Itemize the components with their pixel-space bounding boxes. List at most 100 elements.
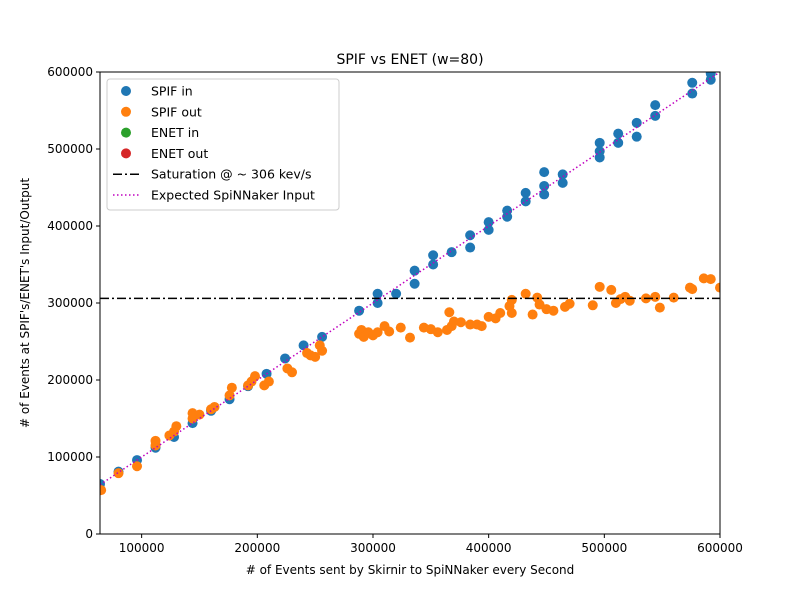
spif-in-point — [520, 196, 531, 207]
spif-in-point — [705, 72, 716, 79]
spif-out-point — [317, 345, 328, 356]
spif-out-point — [654, 302, 665, 313]
spif-out-point — [650, 291, 661, 302]
y-tick-label: 300000 — [47, 296, 93, 310]
spif-in-point — [613, 128, 624, 139]
spif-in-point — [631, 117, 642, 128]
spif-in-point — [539, 167, 550, 178]
x-axis-label: # of Events sent by Skirnir to SpiNNaker… — [246, 563, 575, 577]
spif-out-point — [432, 327, 443, 338]
spif-out-point — [476, 321, 487, 332]
spif-out-point — [310, 351, 321, 362]
spif-in-point — [428, 259, 439, 270]
y-tick-label: 400000 — [47, 219, 93, 233]
spif-in-point — [280, 353, 291, 364]
spif-out-point — [194, 409, 205, 420]
legend-marker-spif-in — [121, 86, 131, 96]
spif-out-point — [548, 305, 559, 316]
legend-marker-spif-out — [121, 106, 131, 117]
spif-out-point — [395, 322, 406, 333]
spif-out-point — [594, 281, 605, 292]
legend-item-saturation-306-kev-s: Saturation @ ~ 306 kev/s — [113, 167, 312, 182]
spif-in-point — [520, 187, 531, 198]
chart-title: SPIF vs ENET (w=80) — [336, 52, 483, 68]
spif-out-point — [150, 435, 161, 446]
spif-out-point — [687, 284, 698, 295]
spif-out-point — [506, 308, 517, 319]
x-tick-label: 400000 — [466, 541, 512, 555]
spif-in-point — [650, 110, 661, 121]
legend-item-expected-spinnaker-input: Expected SpiNNaker Input — [113, 188, 315, 203]
axis-layer: 100000 200000 300000 400000 500000 600000 0 100… — [47, 65, 743, 555]
spif-out-point — [209, 401, 220, 412]
spif-in-point — [465, 242, 476, 253]
spif-out-point — [224, 390, 235, 401]
x-tick-label: 600000 — [697, 541, 743, 555]
spif-out-point — [495, 308, 506, 319]
spif-out-point — [465, 319, 476, 330]
spif-in-point — [409, 265, 420, 276]
spif-out-point — [132, 461, 143, 472]
spif-out-point — [668, 292, 679, 303]
y-tick-label: 600000 — [47, 65, 93, 79]
data-layer — [100, 72, 720, 496]
spif-out-point — [506, 294, 517, 305]
spif-out-point — [384, 326, 395, 337]
legend-label-saturation-306-kev-s: Saturation @ ~ 306 kev/s — [151, 167, 312, 182]
legend-item-enet-in: ENET in — [121, 125, 199, 140]
y-tick-label: 100000 — [47, 450, 93, 464]
spif-out-point — [455, 317, 466, 328]
spif-in-point — [354, 305, 365, 316]
spif-out-point — [715, 282, 720, 293]
legend-item-spif-in: SPIF in — [121, 84, 193, 99]
spif-out-point — [624, 295, 635, 306]
y-axis-label: # of Events at SPIF's/ENET's Input/Outpu… — [18, 178, 32, 428]
legend-item-enet-out: ENET out — [121, 146, 208, 161]
spif-out-point — [113, 468, 124, 479]
legend: SPIF in SPIF out ENET in ENET out Saturation… — [106, 78, 340, 211]
spif-in-point — [539, 180, 550, 191]
x-tick-label: 200000 — [234, 541, 280, 555]
spif-in-point — [446, 247, 457, 258]
spif-in-point — [557, 177, 568, 188]
legend-label-spif-out: SPIF out — [151, 104, 202, 119]
spif-in-point — [650, 100, 661, 111]
legend-marker-enet-out — [121, 148, 131, 159]
spif-in-point — [298, 340, 309, 351]
y-tick-label: 200000 — [47, 373, 93, 387]
spif-in-point — [409, 278, 420, 289]
spif-out-point — [520, 288, 531, 299]
spif-out-point — [705, 274, 716, 285]
spif-in-point — [631, 131, 642, 142]
spif-out-point — [587, 300, 598, 311]
legend-label-expected-spinnaker-input: Expected SpiNNaker Input — [151, 188, 315, 203]
spif-out-point — [606, 284, 617, 295]
spif-in-point — [594, 137, 605, 148]
spif-in-point — [539, 189, 550, 200]
spif-in-point — [687, 77, 698, 88]
spif-out-point — [372, 327, 383, 338]
spif-in-point — [687, 88, 698, 99]
x-tick-label: 100000 — [119, 541, 165, 555]
spif-out-point — [100, 485, 107, 496]
spif-in-point — [372, 298, 383, 308]
spif-out-point — [527, 309, 538, 320]
spif-out-point — [171, 421, 182, 432]
spif-in-point — [465, 230, 476, 241]
legend-label-enet-in: ENET in — [151, 125, 199, 140]
legend-label-enet-out: ENET out — [151, 146, 208, 161]
legend-item-spif-out: SPIF out — [121, 104, 202, 119]
x-tick-label: 500000 — [581, 541, 627, 555]
legend-label-spif-in: SPIF in — [151, 84, 193, 99]
spif-out-point — [226, 382, 237, 393]
spif-in-point — [391, 288, 402, 299]
spif-out-point — [444, 307, 455, 318]
spif-out-point — [287, 367, 298, 378]
spif-out-point — [263, 376, 274, 387]
spif-in-point — [372, 288, 383, 299]
spif-in-point — [428, 250, 439, 261]
spif-out-point — [564, 298, 575, 309]
legend-box — [106, 78, 340, 211]
